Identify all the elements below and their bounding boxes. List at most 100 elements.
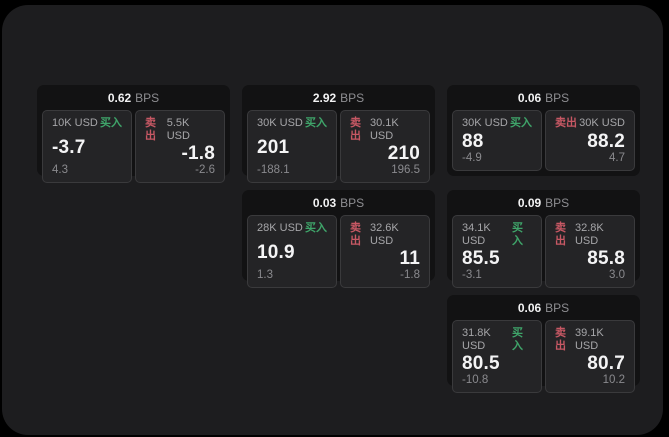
buy-delta: -4.9 (462, 152, 482, 164)
buy-tile[interactable]: 34.1K USD 买入 85.5 -3.1 (452, 215, 542, 288)
sell-label: 卖出 (555, 222, 566, 247)
sell-price: 80.7 (587, 353, 625, 374)
buy-label: 买入 (305, 222, 327, 234)
buy-delta: -188.1 (257, 164, 290, 176)
sell-tile[interactable]: 卖出 32.8K USD 85.8 3.0 (545, 215, 635, 288)
bps-unit-label: BPS (135, 90, 160, 105)
bps-value: 0.03 (312, 195, 337, 210)
buy-amount: 30K USD (257, 117, 303, 129)
sell-label: 卖出 (555, 327, 566, 352)
sell-tile[interactable]: 卖出 5.5K USD -1.8 -2.6 (135, 110, 225, 183)
buy-delta: -3.1 (462, 269, 482, 281)
card-body: 28K USD 买入 10.9 1.3 卖出 32.6K USD 11 -1.8 (247, 215, 430, 293)
sell-amount: 32.6K USD (369, 222, 399, 247)
quote-card: 2.92 BPS 30K USD 买入 201 -188.1 卖出 30.1K … (242, 85, 435, 183)
sell-price: 210 (387, 143, 420, 164)
card-body: 30K USD 买入 88 -4.9 卖出 30K USD 88.2 4.7 (452, 110, 635, 176)
sell-label: 卖出 (555, 117, 577, 129)
buy-delta: 1.3 (257, 269, 273, 281)
sell-tile[interactable]: 卖出 39.1K USD 80.7 10.2 (545, 320, 635, 393)
buy-delta: 4.3 (52, 164, 68, 176)
bps-value: 2.92 (312, 90, 337, 105)
bps-value: 0.09 (517, 195, 542, 210)
card-body: 34.1K USD 买入 85.5 -3.1 卖出 32.8K USD 85.8… (452, 215, 635, 293)
buy-price: 85.5 (462, 248, 500, 269)
buy-tile-header: 30K USD 买入 (257, 117, 327, 130)
buy-tile-header: 31.8K USD 买入 (462, 327, 532, 353)
bps-unit-label: BPS (545, 90, 570, 105)
sell-delta: 10.2 (602, 374, 625, 386)
buy-tile[interactable]: 28K USD 买入 10.9 1.3 (247, 215, 337, 288)
buy-label: 买入 (512, 222, 524, 247)
sell-price: -1.8 (181, 143, 215, 164)
sell-price: 85.8 (587, 248, 625, 269)
buy-tile[interactable]: 30K USD 买入 201 -188.1 (247, 110, 337, 183)
buy-amount: 28K USD (257, 222, 303, 234)
buy-tile[interactable]: 31.8K USD 买入 80.5 -10.8 (452, 320, 542, 393)
buy-price: 10.9 (257, 241, 295, 263)
card-body: 31.8K USD 买入 80.5 -10.8 卖出 39.1K USD 80.… (452, 320, 635, 398)
card-header: 0.03 BPS (247, 190, 430, 215)
quote-card: 0.03 BPS 28K USD 买入 10.9 1.3 卖出 32.6K US… (242, 190, 435, 288)
sell-delta: -1.8 (400, 269, 420, 281)
bps-unit-label: BPS (340, 195, 365, 210)
buy-label: 买入 (510, 117, 532, 129)
sell-amount: 32.8K USD (574, 222, 604, 247)
sell-tile-header: 卖出 30K USD (555, 117, 625, 130)
sell-label: 卖出 (350, 117, 361, 142)
quote-card: 0.06 BPS 31.8K USD 买入 80.5 -10.8 卖出 39.1… (447, 295, 640, 393)
buy-label: 买入 (512, 327, 524, 352)
bps-unit-label: BPS (545, 300, 570, 315)
buy-tile-header: 28K USD 买入 (257, 222, 327, 235)
card-header: 0.06 BPS (452, 85, 635, 110)
buy-price: 88 (462, 130, 484, 152)
card-body: 30K USD 买入 201 -188.1 卖出 30.1K USD 210 1… (247, 110, 430, 188)
sell-tile-header: 卖出 32.6K USD (350, 222, 420, 248)
buy-tile-header: 30K USD 买入 (462, 117, 532, 130)
sell-amount: 5.5K USD (166, 117, 190, 142)
quote-card: 0.06 BPS 30K USD 买入 88 -4.9 卖出 30K USD 8… (447, 85, 640, 176)
sell-amount: 30.1K USD (369, 117, 399, 142)
sell-amount: 39.1K USD (574, 327, 604, 352)
buy-tile-header: 10K USD 买入 (52, 117, 122, 130)
card-body: 10K USD 买入 -3.7 4.3 卖出 5.5K USD -1.8 -2.… (42, 110, 225, 188)
buy-price: 201 (257, 136, 290, 158)
card-header: 0.06 BPS (452, 295, 635, 320)
quote-card: 0.09 BPS 34.1K USD 买入 85.5 -3.1 卖出 32.8K… (447, 190, 640, 288)
buy-price: 80.5 (462, 353, 500, 374)
sell-tile-header: 卖出 5.5K USD (145, 117, 215, 143)
sell-delta: 4.7 (609, 152, 625, 164)
sell-tile-header: 卖出 39.1K USD (555, 327, 625, 353)
sell-price: 11 (399, 248, 420, 269)
sell-tile[interactable]: 卖出 30K USD 88.2 4.7 (545, 110, 635, 171)
bps-unit-label: BPS (545, 195, 570, 210)
quote-card: 0.62 BPS 10K USD 买入 -3.7 4.3 卖出 5.5K USD… (37, 85, 230, 183)
card-header: 0.62 BPS (42, 85, 225, 110)
card-header: 0.09 BPS (452, 190, 635, 215)
bps-value: 0.62 (107, 90, 132, 105)
buy-delta: -10.8 (462, 374, 489, 386)
buy-label: 买入 (305, 117, 327, 129)
cards-grid: 0.62 BPS 10K USD 买入 -3.7 4.3 卖出 5.5K USD… (37, 85, 640, 393)
buy-amount: 34.1K USD (462, 222, 491, 247)
sell-tile-header: 卖出 32.8K USD (555, 222, 625, 248)
quotes-board-panel: 0.62 BPS 10K USD 买入 -3.7 4.3 卖出 5.5K USD… (2, 5, 663, 435)
sell-label: 卖出 (145, 117, 156, 142)
buy-tile[interactable]: 30K USD 买入 88 -4.9 (452, 110, 542, 171)
buy-amount: 30K USD (462, 117, 508, 129)
buy-tile-header: 34.1K USD 买入 (462, 222, 532, 248)
sell-amount: 30K USD (579, 117, 625, 129)
buy-tile[interactable]: 10K USD 买入 -3.7 4.3 (42, 110, 132, 183)
sell-tile-header: 卖出 30.1K USD (350, 117, 420, 143)
sell-tile[interactable]: 卖出 32.6K USD 11 -1.8 (340, 215, 430, 288)
sell-delta: 196.5 (391, 164, 420, 176)
bps-unit-label: BPS (340, 90, 365, 105)
bps-value: 0.06 (517, 90, 542, 105)
sell-label: 卖出 (350, 222, 361, 247)
buy-label: 买入 (100, 117, 122, 129)
sell-price: 88.2 (587, 130, 625, 152)
sell-tile[interactable]: 卖出 30.1K USD 210 196.5 (340, 110, 430, 183)
bps-value: 0.06 (517, 300, 542, 315)
buy-amount: 31.8K USD (462, 327, 491, 352)
sell-delta: 3.0 (609, 269, 625, 281)
